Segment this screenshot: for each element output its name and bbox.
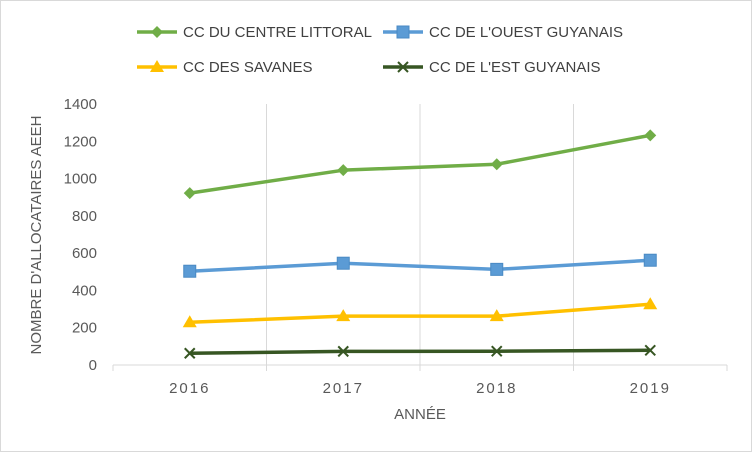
legend-item-cc-du-centre-littoral: CC DU CENTRE LITTORAL xyxy=(137,24,372,41)
y-tick-label: 1200 xyxy=(64,133,97,150)
series-lines xyxy=(182,129,658,359)
legend-label: CC DES SAVANES xyxy=(183,59,312,76)
data-point-cc-des-savanes xyxy=(182,315,197,328)
data-point-cc-des-savanes xyxy=(336,309,351,322)
data-point-cc-de-l-ouest-guyanais xyxy=(336,256,350,270)
x-tick-label: 2016 xyxy=(169,380,210,397)
data-point-cc-des-savanes xyxy=(643,297,658,310)
series-cc-de-l-est-guyanais xyxy=(184,344,656,359)
legend-label: CC DE L'OUEST GUYANAIS xyxy=(429,24,623,41)
data-point-cc-de-l-est-guyanais xyxy=(184,347,196,359)
data-point-cc-des-savanes xyxy=(489,309,504,322)
data-point-cc-de-l-est-guyanais xyxy=(337,345,349,358)
legend-item-cc-de-l-ouest-guyanais: CC DE L'OUEST GUYANAIS xyxy=(383,24,623,41)
series-line-cc-des-savanes xyxy=(189,302,651,325)
data-point-cc-de-l-est-guyanais xyxy=(644,344,656,356)
x-tick-label: 2017 xyxy=(323,380,364,397)
y-tick-label: 200 xyxy=(72,320,97,337)
y-tick-label: 1400 xyxy=(64,96,97,113)
series-cc-du-centre-littoral xyxy=(183,129,657,200)
y-tick-label: 0 xyxy=(89,357,97,374)
legend-item-cc-des-savanes: CC DES SAVANES xyxy=(137,59,312,76)
data-point-cc-du-centre-littoral xyxy=(490,158,503,171)
legend-label: CC DE L'EST GUYANAIS xyxy=(429,59,601,76)
data-point-cc-de-l-ouest-guyanais xyxy=(183,264,197,278)
data-point-cc-du-centre-littoral xyxy=(644,129,657,142)
legend-marker xyxy=(150,60,164,72)
y-tick-label: 800 xyxy=(72,208,97,225)
legend-marker xyxy=(397,61,409,73)
series-line-cc-du-centre-littoral xyxy=(189,133,651,195)
legend-marker xyxy=(396,25,410,39)
x-tick-label: 2018 xyxy=(476,380,517,397)
data-point-cc-de-l-ouest-guyanais xyxy=(643,253,657,267)
series-line-cc-de-l-est-guyanais xyxy=(189,348,651,356)
y-axis-title: NOMBRE D'ALLOCATAIRES AEEH xyxy=(28,115,45,354)
y-tick-label: 1000 xyxy=(64,171,97,188)
series-line-cc-de-l-ouest-guyanais xyxy=(189,258,651,273)
legend-item-cc-de-l-est-guyanais: CC DE L'EST GUYANAIS xyxy=(383,59,601,76)
legend-label: CC DU CENTRE LITTORAL xyxy=(183,24,372,41)
x-axis-title: ANNÉE xyxy=(394,406,446,423)
legend: CC DU CENTRE LITTORAL CC DE L'OUEST GUYAN… xyxy=(137,24,623,76)
data-point-cc-de-l-ouest-guyanais xyxy=(490,262,504,276)
series-cc-de-l-ouest-guyanais xyxy=(183,253,657,278)
data-point-cc-du-centre-littoral xyxy=(183,187,196,200)
gridlines xyxy=(266,104,574,365)
axes: 0 200 400 600 800 1000 1200 1400 2016 2017 2018 201… xyxy=(64,96,728,397)
x-tick-label: 2019 xyxy=(630,380,671,397)
data-point-cc-du-centre-littoral xyxy=(337,164,350,177)
data-point-cc-de-l-est-guyanais xyxy=(491,345,503,357)
y-tick-label: 600 xyxy=(72,245,97,262)
series-cc-des-savanes xyxy=(182,297,658,328)
legend-marker xyxy=(151,26,163,38)
y-tick-label: 400 xyxy=(72,282,97,299)
